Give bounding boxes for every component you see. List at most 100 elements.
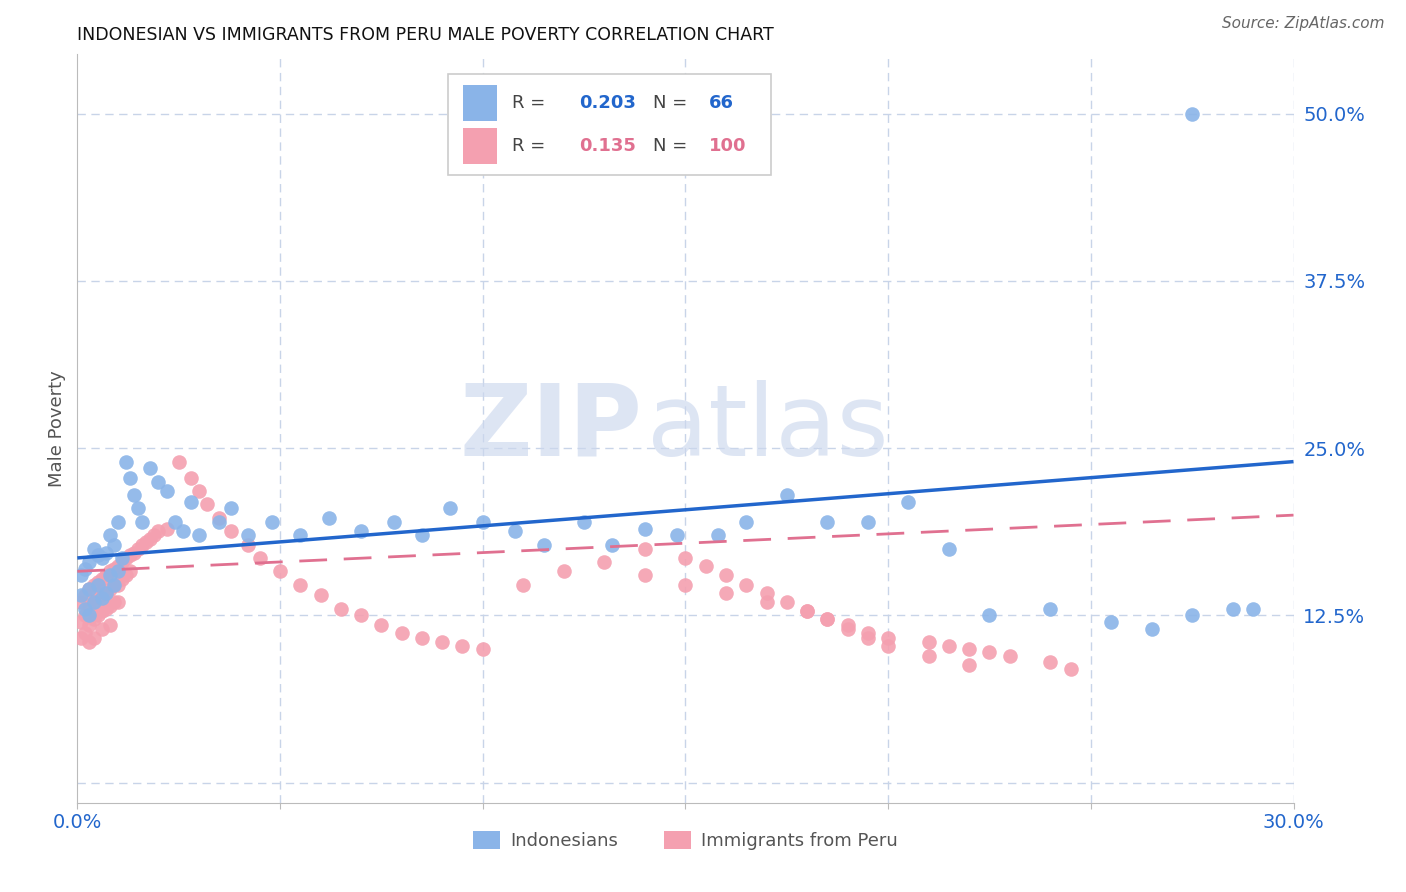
Point — [918, 648, 941, 663]
Point — [115, 455, 138, 469]
Point — [918, 635, 941, 649]
Point — [430, 635, 453, 649]
Point — [707, 528, 730, 542]
Point — [309, 589, 332, 603]
Point — [107, 515, 129, 529]
Point — [83, 578, 105, 592]
Point — [350, 524, 373, 539]
Point — [998, 648, 1021, 663]
Point — [70, 615, 93, 630]
Point — [260, 515, 283, 529]
Point — [602, 537, 624, 551]
Point — [512, 578, 534, 592]
Point — [111, 555, 134, 569]
Point — [98, 582, 121, 596]
Point — [938, 640, 960, 654]
Point — [503, 524, 526, 539]
Point — [208, 515, 231, 529]
Point — [103, 578, 125, 592]
Point — [172, 524, 194, 539]
Point — [79, 635, 101, 649]
Point — [70, 589, 93, 603]
Point — [79, 599, 101, 614]
Point — [98, 565, 121, 579]
Point — [1039, 655, 1062, 669]
Point — [776, 488, 799, 502]
Text: Source: ZipAtlas.com: Source: ZipAtlas.com — [1222, 16, 1385, 31]
Point — [94, 546, 117, 560]
Point — [1059, 662, 1081, 676]
Point — [107, 595, 129, 609]
Point — [1181, 107, 1204, 121]
Point — [86, 578, 108, 592]
Point — [83, 541, 105, 556]
Point — [675, 551, 697, 566]
Point — [979, 644, 1001, 658]
Point — [188, 483, 211, 498]
Point — [634, 521, 657, 535]
Point — [1222, 602, 1244, 616]
Point — [122, 546, 145, 560]
Point — [290, 578, 312, 592]
Point — [90, 551, 112, 566]
Point — [553, 565, 575, 579]
Point — [837, 622, 859, 636]
Point — [103, 562, 125, 576]
Point — [103, 578, 125, 592]
Point — [695, 558, 717, 574]
FancyBboxPatch shape — [449, 74, 770, 175]
Point — [180, 494, 202, 508]
Point — [897, 494, 920, 508]
Point — [107, 558, 129, 574]
Point — [877, 640, 900, 654]
Point — [837, 618, 859, 632]
Point — [236, 537, 259, 551]
Point — [131, 537, 153, 551]
Point — [94, 586, 117, 600]
Point — [195, 498, 218, 512]
Point — [714, 586, 737, 600]
Bar — [463, 128, 496, 164]
Point — [107, 565, 129, 579]
Point — [329, 602, 352, 616]
Legend: Indonesians, Immigrants from Peru: Indonesians, Immigrants from Peru — [465, 823, 905, 857]
Point — [249, 551, 271, 566]
Point — [115, 551, 138, 566]
Point — [79, 608, 101, 623]
Point — [411, 528, 433, 542]
Point — [776, 595, 799, 609]
Point — [815, 613, 838, 627]
Point — [877, 632, 900, 646]
Point — [755, 586, 778, 600]
Point — [755, 595, 778, 609]
Point — [938, 541, 960, 556]
Point — [411, 632, 433, 646]
Point — [75, 589, 97, 603]
Text: R =: R = — [512, 137, 544, 155]
Point — [75, 626, 97, 640]
Point — [115, 568, 138, 582]
Point — [1241, 602, 1264, 616]
Point — [111, 573, 134, 587]
Point — [83, 613, 105, 627]
Point — [98, 528, 121, 542]
Text: N =: N = — [652, 94, 688, 112]
Point — [1099, 615, 1122, 630]
Point — [107, 578, 129, 592]
Point — [370, 618, 392, 632]
Point — [815, 613, 838, 627]
Point — [83, 595, 105, 609]
Point — [167, 455, 190, 469]
Point — [350, 608, 373, 623]
Point — [79, 582, 101, 596]
Text: INDONESIAN VS IMMIGRANTS FROM PERU MALE POVERTY CORRELATION CHART: INDONESIAN VS IMMIGRANTS FROM PERU MALE … — [77, 26, 775, 44]
Point — [815, 515, 838, 529]
Point — [856, 626, 879, 640]
Point — [83, 595, 105, 609]
Point — [1039, 602, 1062, 616]
Text: 100: 100 — [709, 137, 747, 155]
Point — [127, 501, 149, 516]
Point — [221, 524, 243, 539]
Point — [98, 599, 121, 614]
Point — [118, 548, 141, 563]
